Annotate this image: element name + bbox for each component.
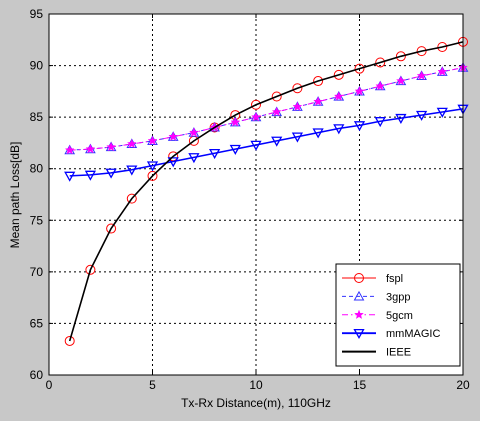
data-point-5gcm [354,86,365,96]
data-point-mmmagic [353,121,366,132]
y-tick-label: 65 [30,316,44,330]
data-point-fspl [251,99,261,110]
y-tick-label: 85 [30,110,44,124]
legend-label-3gpp: 3gpp [386,291,410,303]
series-ieee [68,41,464,342]
data-point-5gcm [313,96,324,106]
data-point-mmmagic [208,148,221,160]
data-point-fspl [416,46,427,57]
data-point-5gcm [188,127,199,137]
y-tick-label: 70 [30,265,44,279]
data-point-mmmagic [229,144,241,155]
legend-marker-fspl [354,273,364,283]
data-point-5gcm [292,101,303,112]
data-point-fspl [333,69,344,80]
data-point-fspl [106,223,117,234]
data-point-fspl [354,63,365,74]
y-tick-label: 75 [30,213,44,227]
legend-marker-5gcm [354,309,364,320]
data-point-5gcm [64,144,75,155]
data-point-5gcm [271,106,282,117]
data-point-fspl [313,76,324,87]
x-tick-label: 0 [46,378,53,392]
data-point-5gcm [126,138,137,149]
data-point-mmmagic [188,153,200,164]
data-point-mmmagic [415,110,428,121]
data-point-5gcm [395,75,406,86]
data-point-5gcm [85,143,96,154]
data-point-fspl [85,264,96,275]
data-point-5gcm [230,117,241,127]
data-point-mmmagic [374,117,386,128]
data-point-5gcm [416,70,427,81]
legend-label-ieee: IEEE [386,347,411,359]
data-point-fspl [271,91,282,102]
y-tick-label: 90 [30,59,44,73]
data-point-5gcm [375,80,386,91]
y-tick-label: 80 [30,162,44,176]
data-point-fspl [126,193,137,204]
data-point-fspl [437,42,448,53]
y-tick-label: 60 [30,368,44,382]
series-mmmagic [64,104,469,182]
data-point-5gcm [437,66,448,76]
legend-item-3gpp: 3gpp [342,290,410,303]
x-tick-label: 20 [456,378,470,392]
x-tick-label: 15 [353,378,367,392]
series-layer [64,36,469,346]
legend-item-ieee: IEEE [342,347,411,359]
data-point-mmmagic [436,107,448,118]
data-point-mmmagic [146,161,159,172]
data-point-mmmagic [271,136,283,147]
x-axis-label: Tx-Rx Distance(m), 110GHz [181,396,331,410]
legend-marker-3gpp [353,290,365,301]
legend-label-fspl: fspl [386,273,403,285]
data-point-5gcm [251,111,261,122]
y-tick-label: 95 [30,7,44,21]
data-point-fspl [292,83,303,94]
series-line-ieee [68,41,464,342]
data-point-mmmagic [105,168,117,179]
data-point-mmmagic [250,140,262,151]
data-point-mmmagic [84,170,97,181]
y-axis-label: Mean path Loss[dB] [8,142,22,249]
data-point-mmmagic [333,124,345,135]
legend-label-5gcm: 5gcm [386,310,413,322]
data-point-5gcm [147,135,158,146]
data-point-mmmagic [64,171,76,182]
data-point-mmmagic [167,157,179,168]
data-point-mmmagic [395,113,407,125]
data-point-mmmagic [291,132,304,143]
data-point-5gcm [168,131,179,141]
data-point-5gcm [333,91,344,101]
x-tick-label: 5 [149,378,156,392]
data-point-5gcm [106,141,117,152]
data-point-fspl [64,335,75,346]
data-point-mmmagic [312,128,324,139]
data-point-mmmagic [126,165,138,176]
legend-label-mmmagic: mmMAGIC [386,328,440,340]
data-point-fspl [395,51,406,62]
legend: fspl 3gpp 5gcm mmMAGIC IEEE [335,263,461,367]
legend-item-mmmagic: mmMAGIC [342,328,440,340]
legend-item-5gcm: 5gcm [342,309,413,322]
legend-item-fspl: fspl [342,273,403,285]
legend-marker-mmmagic [353,328,365,340]
plot-frame [48,13,464,376]
data-point-fspl [375,57,386,68]
x-tick-label: 10 [249,378,263,392]
